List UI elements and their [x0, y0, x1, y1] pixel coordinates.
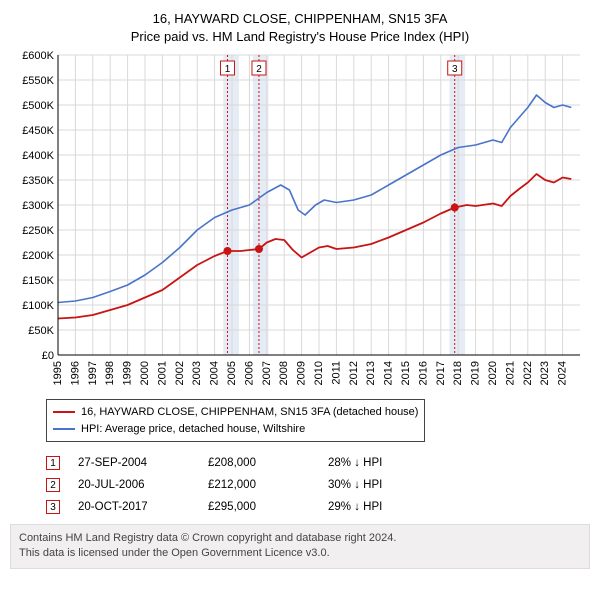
transaction-diff: 28% ↓ HPI [328, 457, 448, 469]
chart-title-block: 16, HAYWARD CLOSE, CHIPPENHAM, SN15 3FA … [10, 10, 590, 45]
transaction-date: 20-OCT-2017 [78, 501, 208, 513]
svg-text:£150K: £150K [22, 275, 54, 287]
legend-swatch [53, 411, 75, 413]
svg-text:£300K: £300K [22, 200, 54, 212]
transaction-price: £212,000 [208, 479, 328, 491]
transaction-marker: 1 [46, 456, 60, 470]
legend-item: HPI: Average price, detached house, Wilt… [53, 421, 418, 438]
transaction-marker: 3 [46, 500, 60, 514]
svg-text:2003: 2003 [191, 361, 203, 385]
svg-text:2020: 2020 [487, 361, 499, 385]
svg-text:£600K: £600K [22, 51, 54, 62]
svg-text:£450K: £450K [22, 125, 54, 137]
svg-text:1999: 1999 [122, 361, 134, 385]
legend-label: 16, HAYWARD CLOSE, CHIPPENHAM, SN15 3FA … [81, 404, 418, 421]
svg-text:2007: 2007 [261, 361, 273, 385]
chart-container: £0 £50K £100K £150K £200K £250K £300K £350K £400… [10, 51, 590, 391]
svg-text:£0: £0 [42, 350, 54, 362]
footer-line2: This data is licensed under the Open Gov… [19, 546, 581, 561]
transaction-row: 1 27-SEP-2004£208,00028% ↓ HPI [46, 452, 590, 474]
svg-text:2011: 2011 [330, 361, 342, 385]
legend-swatch [53, 428, 75, 430]
svg-text:£50K: £50K [28, 325, 54, 337]
svg-text:2002: 2002 [174, 361, 186, 385]
svg-text:1995: 1995 [52, 361, 64, 385]
transaction-marker: 2 [46, 478, 60, 492]
svg-text:£500K: £500K [22, 100, 54, 112]
transaction-diff: 29% ↓ HPI [328, 501, 448, 513]
svg-text:2009: 2009 [296, 361, 308, 385]
svg-text:3: 3 [452, 64, 458, 75]
legend-label: HPI: Average price, detached house, Wilt… [81, 421, 305, 438]
transaction-date: 20-JUL-2006 [78, 479, 208, 491]
legend-item: 16, HAYWARD CLOSE, CHIPPENHAM, SN15 3FA … [53, 404, 418, 421]
attribution-footer: Contains HM Land Registry data © Crown c… [10, 524, 590, 569]
svg-text:2021: 2021 [504, 361, 516, 385]
transaction-row: 2 20-JUL-2006£212,00030% ↓ HPI [46, 474, 590, 496]
transaction-row: 3 20-OCT-2017£295,00029% ↓ HPI [46, 496, 590, 518]
svg-text:2008: 2008 [278, 361, 290, 385]
svg-text:£550K: £550K [22, 75, 54, 87]
svg-text:2: 2 [256, 64, 262, 75]
svg-text:£250K: £250K [22, 225, 54, 237]
svg-text:£100K: £100K [22, 300, 54, 312]
svg-text:2001: 2001 [156, 361, 168, 385]
svg-text:2015: 2015 [400, 361, 412, 385]
footer-line1: Contains HM Land Registry data © Crown c… [19, 531, 581, 546]
svg-text:2005: 2005 [226, 361, 238, 385]
transaction-price: £295,000 [208, 501, 328, 513]
svg-text:2004: 2004 [209, 361, 221, 385]
transaction-diff: 30% ↓ HPI [328, 479, 448, 491]
svg-text:2018: 2018 [452, 361, 464, 385]
svg-text:2014: 2014 [383, 361, 395, 385]
svg-text:2006: 2006 [243, 361, 255, 385]
svg-text:£200K: £200K [22, 250, 54, 262]
svg-text:£350K: £350K [22, 175, 54, 187]
svg-text:2016: 2016 [417, 361, 429, 385]
svg-text:2000: 2000 [139, 361, 151, 385]
svg-text:2022: 2022 [522, 361, 534, 385]
title-subtitle: Price paid vs. HM Land Registry's House … [10, 28, 590, 46]
transactions-table: 1 27-SEP-2004£208,00028% ↓ HPI 2 20-JUL-200… [46, 452, 590, 518]
svg-text:2013: 2013 [365, 361, 377, 385]
svg-text:2019: 2019 [470, 361, 482, 385]
svg-text:2010: 2010 [313, 361, 325, 385]
price-chart: £0 £50K £100K £150K £200K £250K £300K £350K £400… [10, 51, 588, 391]
svg-text:2017: 2017 [435, 361, 447, 385]
svg-text:2023: 2023 [539, 361, 551, 385]
svg-text:1997: 1997 [87, 361, 99, 385]
legend: 16, HAYWARD CLOSE, CHIPPENHAM, SN15 3FA … [46, 399, 425, 442]
transaction-date: 27-SEP-2004 [78, 457, 208, 469]
svg-text:1998: 1998 [104, 361, 116, 385]
svg-text:2012: 2012 [348, 361, 360, 385]
title-address: 16, HAYWARD CLOSE, CHIPPENHAM, SN15 3FA [10, 10, 590, 28]
transaction-price: £208,000 [208, 457, 328, 469]
svg-text:1996: 1996 [69, 361, 81, 385]
svg-text:£400K: £400K [22, 150, 54, 162]
svg-text:1: 1 [225, 64, 231, 75]
svg-text:2024: 2024 [557, 361, 569, 385]
